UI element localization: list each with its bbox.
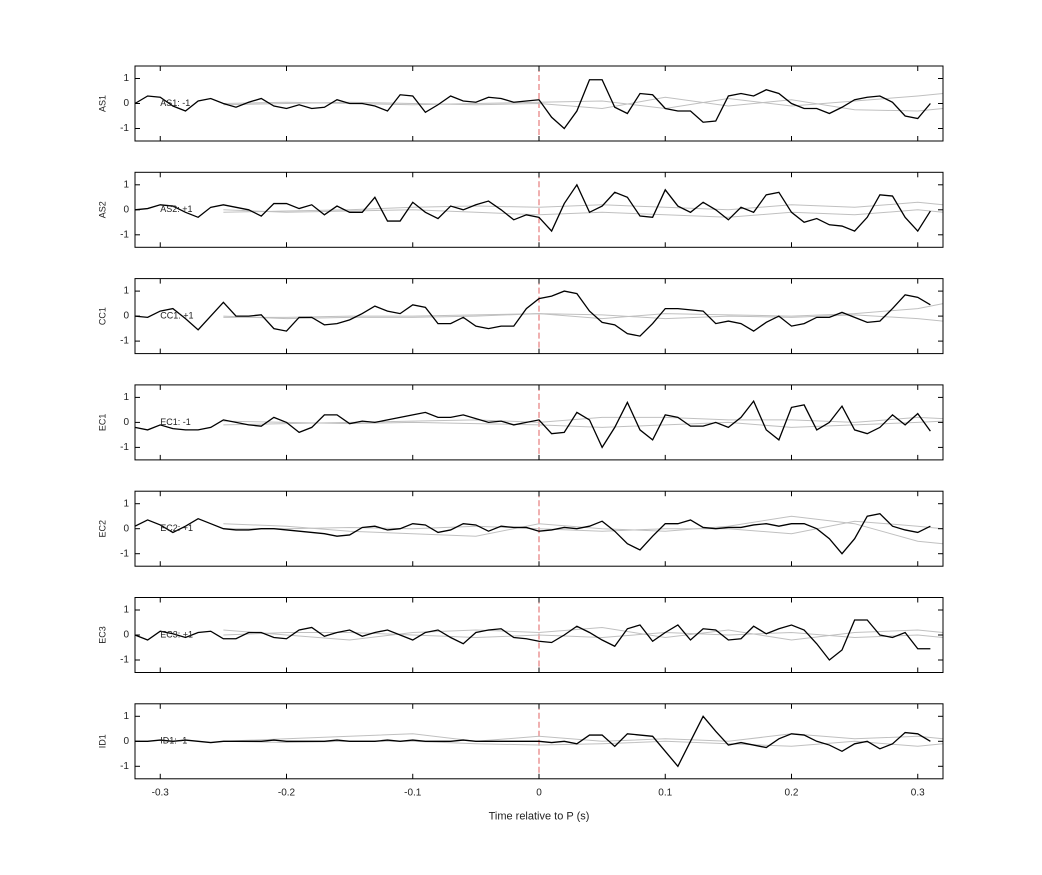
x-tick-label: 0 [536,787,542,798]
trace [134,290,931,337]
trace [134,183,931,233]
trace [135,715,931,768]
y-tick-label: 0 [123,736,129,747]
y-tick-label: -1 [120,442,129,453]
trace [223,416,944,426]
y-tick-label: 1 [123,73,129,84]
trace [134,619,931,661]
y-axis-label: EC2 [97,520,107,538]
y-tick-label: 1 [123,498,129,509]
y-axis-label: CC1 [97,307,107,325]
y-tick-label: -1 [120,229,129,240]
x-tick-label: 0.1 [658,787,672,798]
trace [223,303,944,320]
y-tick-label: -1 [120,336,129,347]
y-axis-label: EC3 [97,626,107,644]
y-tick-label: 1 [123,286,129,297]
y-tick-label: -1 [120,548,129,559]
y-tick-label: 0 [123,204,129,215]
y-tick-label: 0 [123,523,129,534]
trace [223,313,944,322]
y-axis-label: AS2 [97,201,107,218]
y-tick-label: -1 [120,655,129,666]
subplot: -1 0 1 EC1 EC1: -1 [97,384,944,461]
trace [223,201,944,213]
trace [223,96,944,112]
y-tick-label: 1 [123,392,129,403]
trace [223,631,944,639]
trace [223,520,944,535]
subplot: -1 0 1 -0.3 -0.2 -0.1 0 0.1 0.2 0.3 ID1 ID1: -1 Time… [97,703,944,823]
x-tick-label: -0.2 [278,787,296,798]
subplot: -1 0 1 AS1 AS1: -1 [97,65,944,142]
trace [223,740,944,747]
y-axis-label: ID1 [97,734,107,748]
subplot: -1 0 1 EC3 EC3: +1 [97,597,944,673]
subplot: -1 0 1 AS2 AS2: +1 [97,171,944,248]
y-tick-label: 1 [123,605,129,616]
x-tick-label: 0.2 [785,787,799,798]
trace-annotation: EC3: +1 [160,629,193,639]
trace-annotation: ID1: -1 [160,736,187,746]
trace-annotation: CC1: +1 [160,310,193,320]
y-tick-label: 0 [123,417,129,428]
trace-annotation: AS2: +1 [160,204,192,214]
trace-annotation: EC2: +1 [160,523,193,533]
x-tick-label: -0.3 [152,787,170,798]
trace [134,79,931,130]
subplot: -1 0 1 EC2 EC2: +1 [97,490,944,567]
trace [134,512,931,555]
trace [223,626,944,641]
trace-annotation: EC1: -1 [160,417,191,427]
y-tick-label: 1 [123,711,129,722]
y-tick-label: 0 [123,98,129,109]
y-tick-label: 0 [123,311,129,322]
y-axis-label: EC1 [97,414,107,432]
y-tick-label: 1 [123,179,129,190]
trace [134,399,931,449]
trace-annotation: AS1: -1 [160,98,190,108]
trace [223,733,944,742]
y-tick-label: -1 [120,123,129,134]
x-axis-label: Time relative to P (s) [489,811,590,823]
subplot: -1 0 1 CC1 CC1: +1 [97,278,944,355]
y-tick-label: -1 [120,761,129,772]
trace [223,209,944,218]
y-tick-label: 0 [123,630,129,641]
trace [223,515,944,545]
y-axis-label: AS1 [97,95,107,112]
x-tick-label: 0.3 [911,787,925,798]
x-tick-label: -0.1 [404,787,422,798]
